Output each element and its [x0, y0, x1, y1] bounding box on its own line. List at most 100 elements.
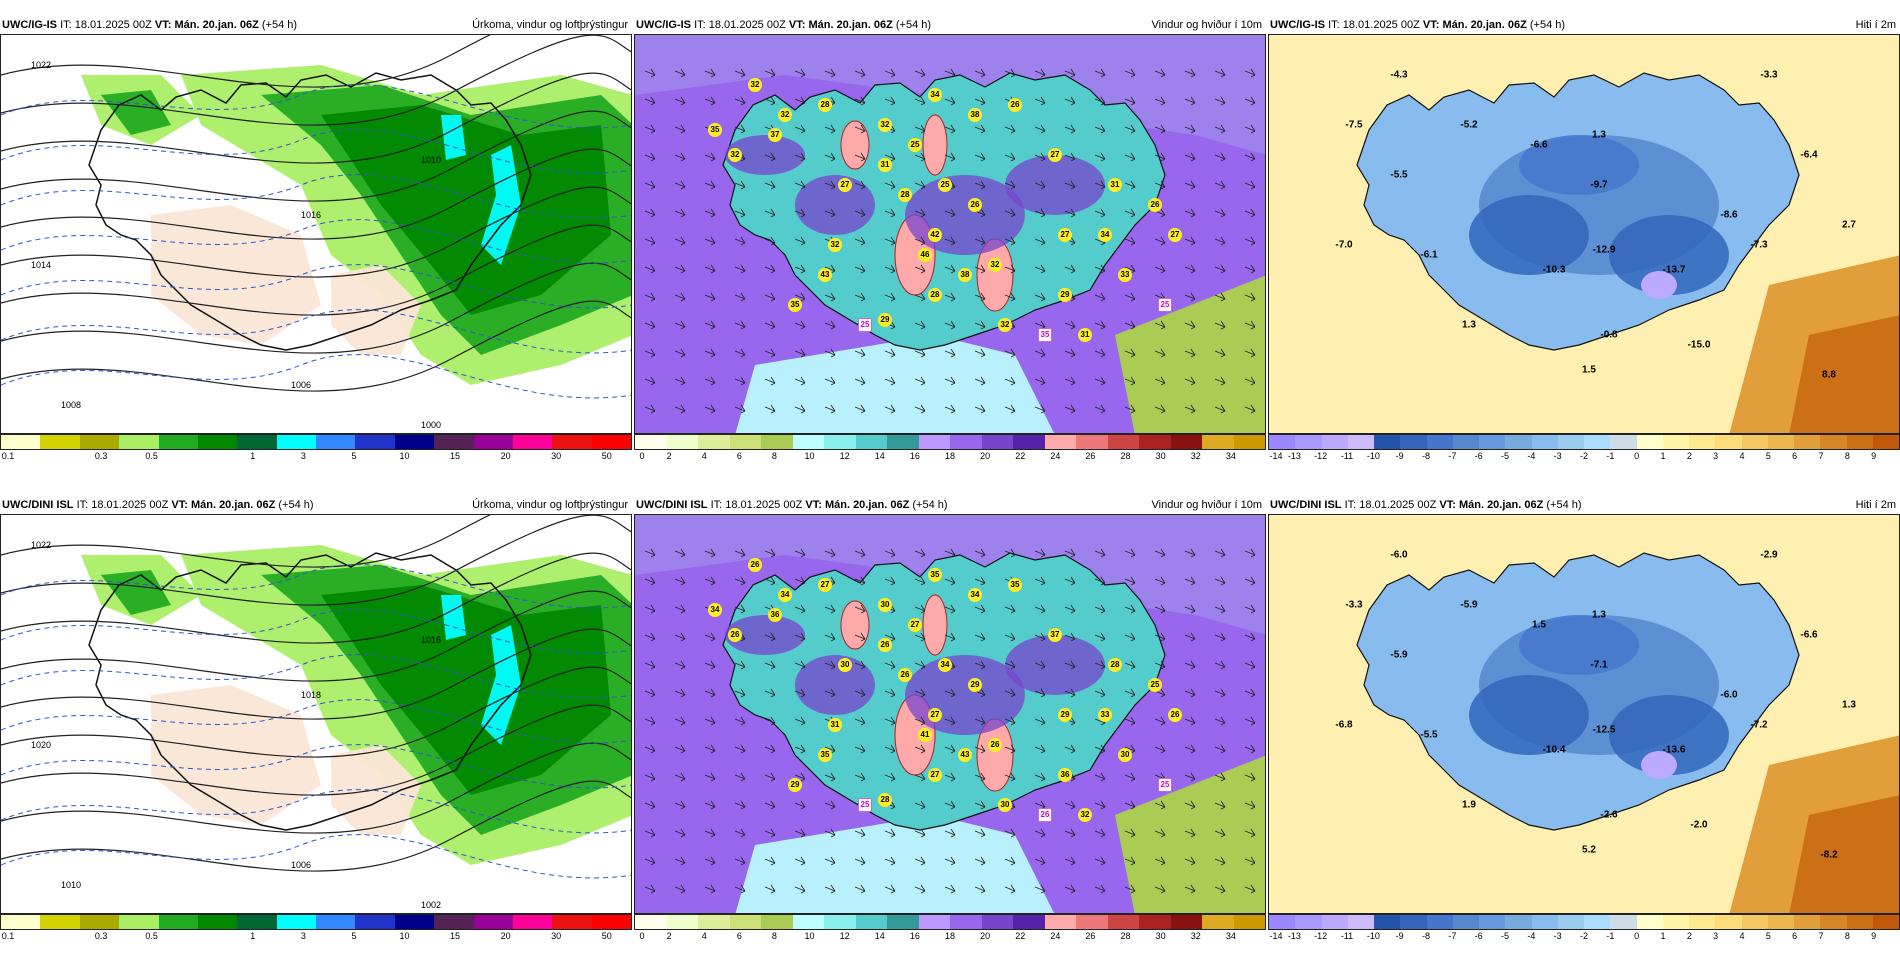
gust-label: 36 [1058, 768, 1072, 782]
wind-arrow-icon [944, 348, 956, 358]
wind-arrow-icon [1064, 828, 1076, 838]
wind-arrow-icon [794, 152, 806, 162]
colorbar-tick-label: 30 [1155, 931, 1166, 941]
temperature-label: -5.5 [1420, 729, 1438, 741]
isobar-line [1, 186, 631, 278]
colorbar-swatch [591, 435, 631, 449]
gust-label: 25 [1148, 678, 1162, 692]
wind-arrow-icon [1094, 68, 1106, 78]
wind-arrow-icon [884, 884, 896, 894]
wind-arrow-icon [734, 180, 746, 190]
wind-arrow-icon [644, 660, 656, 670]
wind-arrow-icon [1064, 688, 1076, 698]
colorbar-swatch [1374, 915, 1401, 929]
colorbar-swatch [1872, 915, 1899, 929]
colorbar-swatch [1479, 915, 1506, 929]
wind-arrow-icon [1004, 348, 1016, 358]
temperature-label: -8.2 [1820, 849, 1838, 861]
gust-label: 35 [708, 123, 722, 137]
isobar-line [1, 224, 631, 316]
gust-label: 29 [788, 778, 802, 792]
wind-arrow-icon [1094, 856, 1106, 866]
wind-arrow-icon [794, 68, 806, 78]
colorbar-tick-label: -8 [1421, 451, 1431, 461]
colorbar-tick-label: 34 [1225, 451, 1236, 461]
colorbar-swatch [591, 915, 631, 929]
wind-arrow-icon [704, 404, 716, 414]
wind-area [1115, 755, 1265, 913]
wind-arrow-icon [884, 404, 896, 414]
wind-arrow-icon [1244, 632, 1256, 642]
temperature-line [1, 84, 631, 129]
wind-arrow-icon [854, 632, 866, 642]
gust-label: 29 [1058, 708, 1072, 722]
colorbar-swatch [635, 435, 667, 449]
wind-arrow-icon [1004, 688, 1016, 698]
wind-arrow-icon [1064, 632, 1076, 642]
colorbar-tick-label: -9 [1395, 931, 1404, 941]
colorbar-tick-label: -2 [1579, 451, 1589, 461]
colorbar-ticks: 0.1 0.3 0.5 1 3 5 10 15 20 30 50 [0, 450, 632, 464]
gust-label: 26 [748, 558, 762, 572]
wind-arrow-icon [794, 124, 806, 134]
wind-arrow-icon [974, 856, 986, 866]
wind-arrow-icon [1154, 660, 1166, 670]
wind-arrow-icon [794, 376, 806, 386]
wind-arrow-icon [734, 716, 746, 726]
wind-arrow-icon [794, 236, 806, 246]
isobar-label: 1022 [30, 60, 52, 70]
wind-arrow-icon [764, 68, 776, 78]
wind-arrow-icon [1034, 884, 1046, 894]
wind-arrow-icon [1124, 208, 1136, 218]
wind-arrow-icon [854, 348, 866, 358]
wind-arrow-icon [734, 208, 746, 218]
wind-arrow-icon [1214, 124, 1226, 134]
wind-arrow-icon [734, 404, 746, 414]
colorbar-tick-label: 5 [351, 451, 357, 461]
temperature-label: 1.3 [1592, 129, 1606, 141]
colorbar-tick-label: 12 [839, 931, 850, 941]
wind-arrow-icon [1214, 828, 1226, 838]
wind-arrow-icon [1184, 264, 1196, 274]
colorbar-swatch [824, 915, 856, 929]
gust-label: 43 [958, 748, 972, 762]
forecast-panel-precip: UWC/IG-IS IT: 18.01.2025 00Z VT: Mán. 20… [0, 16, 632, 486]
wind-arrow-icon [704, 884, 716, 894]
wind-arrow-icon [1214, 292, 1226, 302]
wind-arrow-icon [674, 548, 686, 558]
wind-arrow-icon [674, 744, 686, 754]
wind-arrow-icon [674, 772, 686, 782]
isobar-line [1, 742, 631, 834]
colorbar-swatch [1872, 435, 1899, 449]
wind-arrow-icon [1244, 68, 1256, 78]
colorbar-tick-label: 2 [666, 931, 672, 941]
temperature-line [1, 654, 631, 699]
colorbar-tick-label: 2 [1686, 451, 1692, 461]
colorbar-swatch [950, 915, 982, 929]
isobar-line [1, 35, 491, 88]
wind-arrow-icon [1154, 744, 1166, 754]
wind-arrow-icon [914, 208, 926, 218]
precip-area [331, 745, 421, 835]
wind-arrow-icon [674, 632, 686, 642]
gust-label: 26 [1148, 198, 1162, 212]
wind-arrow-icon [674, 828, 686, 838]
temperature-line [1, 309, 631, 354]
wind-arrow-icon [734, 292, 746, 302]
wind-arrow-icon [704, 236, 716, 246]
wind-arrow-icon [764, 772, 776, 782]
model-name: UWC/IG-IS [1270, 19, 1325, 31]
wind-arrow-icon [1034, 376, 1046, 386]
wind-arrow-icon [1124, 548, 1136, 558]
wind-arrow-icon [974, 68, 986, 78]
colorbar-tick-label: 0 [1634, 931, 1640, 941]
colorbar-swatch [1233, 915, 1265, 929]
colorbar-tick-label: -11 [1340, 451, 1354, 461]
temp-area [1469, 675, 1589, 755]
temperature-label: -5.9 [1390, 649, 1408, 661]
wind-arrow-icon [1034, 236, 1046, 246]
wind-arrow-icon [884, 292, 896, 302]
isobar-line [1, 35, 631, 126]
colorbar-tick-label: 10 [399, 451, 410, 461]
isobar-label: 1010 [60, 880, 82, 890]
